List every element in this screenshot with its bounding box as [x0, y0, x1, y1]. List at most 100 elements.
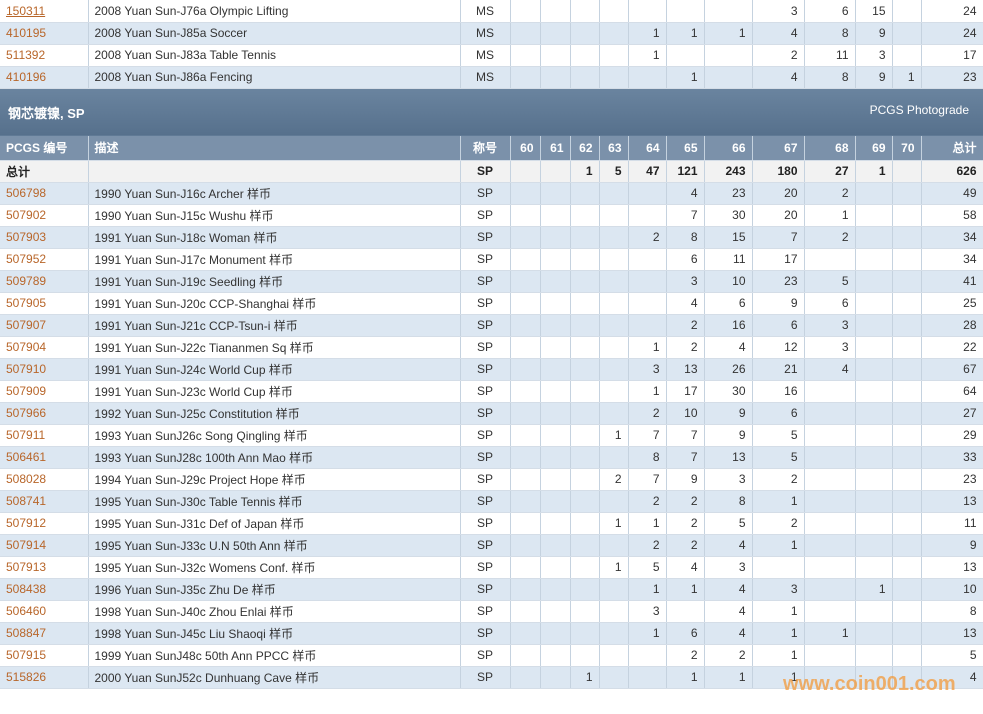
coin-link[interactable]: 506461: [6, 450, 47, 464]
cell: [540, 666, 571, 689]
cell: [540, 534, 571, 557]
cell: SP: [460, 270, 511, 293]
cell: 13: [921, 556, 983, 579]
coin-link[interactable]: 507966: [6, 406, 47, 420]
cell: [666, 44, 705, 67]
cell: [892, 314, 922, 337]
coin-link[interactable]: 507904: [6, 340, 47, 354]
cell: [599, 314, 629, 337]
cell: [628, 204, 667, 227]
cell: 3: [666, 270, 705, 293]
cell: 62: [570, 136, 600, 161]
cell: [510, 270, 541, 293]
section-row: 钢芯镀镍, SP PCGS Photograde: [0, 88, 983, 136]
cell: 2: [666, 490, 705, 513]
cell: [510, 402, 541, 425]
cell: SP: [460, 380, 511, 403]
cell: [892, 248, 922, 271]
cell: [666, 0, 705, 23]
cell: 9: [704, 424, 753, 447]
coin-link[interactable]: 507902: [6, 208, 47, 222]
cell: [510, 226, 541, 249]
cell: 11: [921, 512, 983, 535]
cell: [570, 182, 600, 205]
watermark: www.coin001.com: [783, 673, 956, 695]
coin-link[interactable]: 508438: [6, 582, 47, 596]
cell: 1991 Yuan Sun-J21c CCP-Tsun-i 样币: [88, 314, 461, 337]
coin-link[interactable]: 507909: [6, 384, 47, 398]
cell: 66: [704, 136, 753, 161]
cell: 507909: [0, 380, 89, 403]
cell: [599, 0, 629, 23]
coin-link[interactable]: 507907: [6, 318, 47, 332]
coin-link[interactable]: 507952: [6, 252, 47, 266]
cell: 2: [666, 314, 705, 337]
cell: [599, 248, 629, 271]
cell: SP: [460, 248, 511, 271]
coin-link[interactable]: 508847: [6, 626, 47, 640]
cell: 6: [804, 292, 856, 315]
coin-link[interactable]: 150311: [6, 3, 46, 18]
coin-link[interactable]: 508028: [6, 472, 47, 486]
table-row: 507913 1995 Yuan Sun-J32c Womens Conf. 样币…: [0, 556, 983, 579]
cell: SP: [460, 490, 511, 513]
cell: 41: [921, 270, 983, 293]
coin-link[interactable]: 508741: [6, 494, 47, 508]
cell: [540, 314, 571, 337]
cell: [855, 226, 893, 249]
table-row: 507914 1995 Yuan Sun-J33c U.N 50th Ann 样币…: [0, 534, 983, 557]
cell: 58: [921, 204, 983, 227]
table-row: 507912 1995 Yuan Sun-J31c Def of Japan 样币…: [0, 512, 983, 535]
cell: [510, 644, 541, 667]
cell: 243: [704, 160, 753, 183]
coin-link[interactable]: 507903: [6, 230, 47, 244]
cell: 27: [804, 160, 856, 183]
coin-link[interactable]: 506460: [6, 604, 47, 618]
cell: 60: [510, 136, 541, 161]
cell: MS: [460, 66, 511, 89]
table-row: 507952 1991 Yuan Sun-J17c Monument 样币 SP 6 1…: [0, 248, 983, 271]
coin-link[interactable]: 506798: [6, 186, 47, 200]
coin-link[interactable]: 507910: [6, 362, 47, 376]
cell: SP: [460, 578, 511, 601]
cell: [855, 534, 893, 557]
coin-link[interactable]: 507905: [6, 296, 47, 310]
cell: [804, 512, 856, 535]
table-row: 507902 1990 Yuan Sun-J15c Wushu 样币 SP 7 30 20…: [0, 204, 983, 227]
cell: 1999 Yuan SunJ48c 50th Ann PPCC 样币: [88, 644, 461, 667]
cell: 23: [921, 468, 983, 491]
cell: SP: [460, 534, 511, 557]
coin-link[interactable]: 507914: [6, 538, 47, 552]
cell: 2: [804, 182, 856, 205]
coin-link[interactable]: 507911: [6, 428, 46, 442]
cell: 5: [921, 644, 983, 667]
cell: [599, 534, 629, 557]
coin-link[interactable]: 410195: [6, 26, 47, 40]
cell: 9: [855, 22, 893, 45]
coin-link[interactable]: 507912: [6, 516, 47, 530]
cell: [510, 248, 541, 271]
cell: [855, 336, 893, 359]
cell: 9: [921, 534, 983, 557]
cell: 1: [570, 160, 600, 183]
cell: [510, 160, 541, 183]
cell: 2000 Yuan SunJ52c Dunhuang Cave 样币: [88, 666, 461, 689]
table-row: 总计 SP 1 5 47 121 243 180 27 1 626: [0, 160, 983, 183]
cell: SP: [460, 666, 511, 689]
cell: [599, 644, 629, 667]
coin-link[interactable]: 509789: [6, 274, 47, 288]
cell: 2: [704, 644, 753, 667]
coin-link[interactable]: 410196: [6, 70, 47, 84]
table-body: 150311 2008 Yuan Sun-J76a Olympic Lifting…: [0, 0, 983, 689]
cell: [540, 556, 571, 579]
table-row: 507911 1993 Yuan SunJ26c Song Qingling 样币…: [0, 424, 983, 447]
coin-link[interactable]: 511392: [6, 48, 46, 62]
table-row: 150311 2008 Yuan Sun-J76a Olympic Lifting…: [0, 0, 983, 23]
coin-link[interactable]: 515826: [6, 670, 47, 684]
cell: 20: [752, 204, 805, 227]
cell: 1991 Yuan Sun-J17c Monument 样币: [88, 248, 461, 271]
coin-link[interactable]: 507915: [6, 648, 47, 662]
cell: 507952: [0, 248, 89, 271]
cell: 1992 Yuan Sun-J25c Constitution 样币: [88, 402, 461, 425]
coin-link[interactable]: 507913: [6, 560, 47, 574]
